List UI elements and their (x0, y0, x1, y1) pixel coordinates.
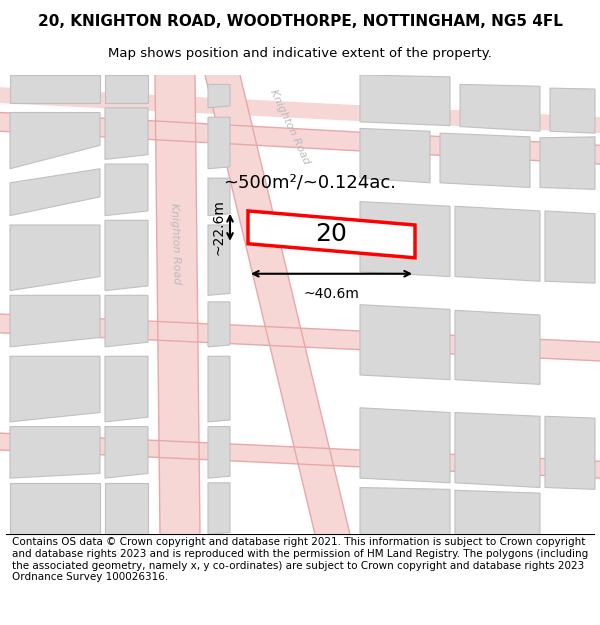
Polygon shape (205, 75, 350, 534)
Polygon shape (105, 164, 148, 216)
Polygon shape (208, 302, 230, 347)
Polygon shape (0, 87, 600, 133)
Polygon shape (105, 220, 148, 291)
Polygon shape (105, 75, 148, 103)
Polygon shape (440, 133, 530, 188)
Polygon shape (208, 117, 230, 169)
Polygon shape (360, 75, 450, 126)
Polygon shape (10, 169, 100, 216)
Polygon shape (0, 314, 600, 361)
Polygon shape (10, 295, 100, 347)
Polygon shape (208, 225, 230, 295)
Text: Contains OS data © Crown copyright and database right 2021. This information is : Contains OS data © Crown copyright and d… (12, 538, 588, 582)
Polygon shape (455, 412, 540, 488)
Text: ~40.6m: ~40.6m (304, 287, 359, 301)
Polygon shape (0, 112, 600, 164)
Polygon shape (10, 75, 100, 103)
Text: Knighton Road: Knighton Road (268, 88, 312, 166)
Polygon shape (455, 206, 540, 281)
Polygon shape (10, 112, 100, 169)
Text: Map shows position and indicative extent of the property.: Map shows position and indicative extent… (108, 48, 492, 61)
Polygon shape (550, 88, 595, 133)
Polygon shape (248, 211, 415, 258)
Polygon shape (105, 107, 148, 159)
Polygon shape (105, 482, 148, 534)
Text: 20, KNIGHTON ROAD, WOODTHORPE, NOTTINGHAM, NG5 4FL: 20, KNIGHTON ROAD, WOODTHORPE, NOTTINGHA… (38, 14, 562, 29)
Polygon shape (10, 356, 100, 422)
Polygon shape (540, 137, 595, 189)
Text: Knighton Road: Knighton Road (169, 202, 181, 285)
Polygon shape (10, 225, 100, 291)
Polygon shape (360, 488, 450, 534)
Polygon shape (360, 201, 450, 276)
Polygon shape (360, 408, 450, 482)
Polygon shape (105, 295, 148, 347)
Polygon shape (10, 482, 100, 534)
Polygon shape (10, 426, 100, 478)
Polygon shape (360, 304, 450, 379)
Polygon shape (455, 310, 540, 384)
Text: ~22.6m: ~22.6m (211, 199, 225, 255)
Polygon shape (545, 211, 595, 283)
Polygon shape (208, 84, 230, 107)
Text: ~500m²/~0.124ac.: ~500m²/~0.124ac. (223, 174, 397, 192)
Polygon shape (105, 356, 148, 422)
Polygon shape (208, 178, 230, 216)
Polygon shape (545, 416, 595, 489)
Polygon shape (208, 356, 230, 422)
Polygon shape (105, 426, 148, 478)
Polygon shape (208, 426, 230, 478)
Text: 20: 20 (316, 222, 347, 246)
Polygon shape (0, 433, 600, 478)
Polygon shape (208, 482, 230, 534)
Polygon shape (455, 490, 540, 534)
Polygon shape (460, 84, 540, 131)
Polygon shape (360, 128, 430, 182)
Polygon shape (155, 75, 200, 534)
